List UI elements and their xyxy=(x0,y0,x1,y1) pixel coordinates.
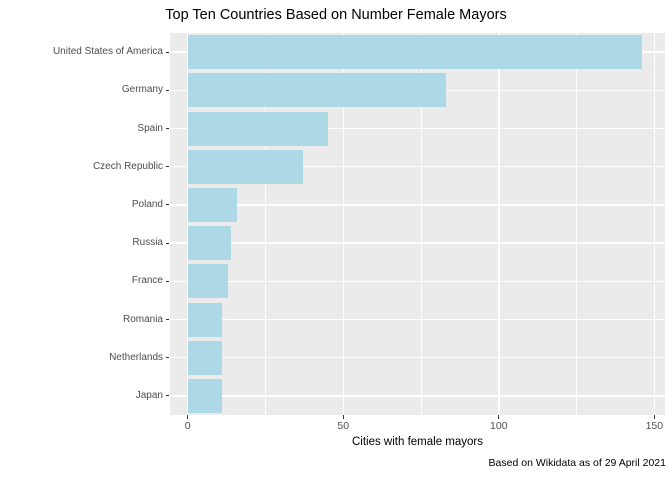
x-minor-gridline xyxy=(265,33,266,415)
y-axis-label: United States of America xyxy=(52,46,163,58)
y-axis-label: Romania xyxy=(122,313,163,325)
y-axis-label: France xyxy=(131,275,163,287)
y-major-gridline xyxy=(170,395,665,397)
y-axis-tick xyxy=(165,166,169,168)
y-axis-label: Czech Republic xyxy=(92,160,163,172)
y-axis-tick xyxy=(165,280,169,282)
bar-spain xyxy=(187,111,328,146)
y-axis-label: Germany xyxy=(121,84,163,96)
bar-japan xyxy=(187,378,222,413)
bar-czech-republic xyxy=(187,149,303,184)
y-axis-tick xyxy=(165,89,169,91)
x-major-gridline xyxy=(498,33,500,415)
y-axis-tick xyxy=(165,318,169,321)
x-axis-tick-label: 0 xyxy=(184,420,191,432)
x-axis-tick xyxy=(498,415,500,419)
y-axis-tick xyxy=(165,127,169,130)
x-major-gridline xyxy=(186,33,189,415)
y-axis-tick xyxy=(165,357,169,359)
bar-france xyxy=(187,264,229,299)
y-axis-label: Netherlands xyxy=(109,351,163,363)
bar-germany xyxy=(187,73,446,108)
y-axis-tick xyxy=(165,242,169,244)
y-major-gridline xyxy=(170,357,665,359)
y-major-gridline xyxy=(170,280,665,282)
x-axis-tick-label: 100 xyxy=(490,420,508,432)
x-axis-tick-label: 150 xyxy=(645,420,664,432)
bar-netherlands xyxy=(187,340,222,375)
chart-title: Top Ten Countries Based on Number Female… xyxy=(165,7,507,23)
y-axis-tick xyxy=(165,51,169,53)
chart-caption: Based on Wikidata as of 29 April 2021 xyxy=(488,457,666,469)
y-axis-label: Russia xyxy=(132,237,163,249)
x-major-gridline xyxy=(653,33,656,415)
bar-romania xyxy=(187,302,222,337)
y-axis-label: Japan xyxy=(135,389,163,401)
x-axis-title: Cities with female mayors xyxy=(351,436,483,448)
y-axis-label: Poland xyxy=(131,198,163,210)
x-axis-tick xyxy=(653,415,655,419)
y-major-gridline xyxy=(170,166,665,168)
y-axis-label: Spain xyxy=(137,122,163,134)
x-axis-tick xyxy=(187,415,189,419)
x-major-gridline xyxy=(342,33,344,415)
x-minor-gridline xyxy=(576,33,577,415)
y-axis: United States of America Germany Spain Czec… xyxy=(0,33,163,415)
plot-panel xyxy=(170,33,665,415)
y-major-gridline xyxy=(170,242,665,244)
y-axis-tick xyxy=(165,395,169,397)
bar-russia xyxy=(187,226,232,261)
bar-united-states-of-america xyxy=(187,35,642,70)
y-major-gridline xyxy=(170,204,665,206)
x-axis-tick xyxy=(342,415,344,419)
x-axis-tick-label: 50 xyxy=(337,420,350,432)
y-major-gridline xyxy=(170,127,665,130)
y-major-gridline xyxy=(170,318,665,321)
x-minor-gridline xyxy=(420,33,422,415)
bar-poland xyxy=(187,187,238,222)
y-axis-tick xyxy=(165,204,169,206)
